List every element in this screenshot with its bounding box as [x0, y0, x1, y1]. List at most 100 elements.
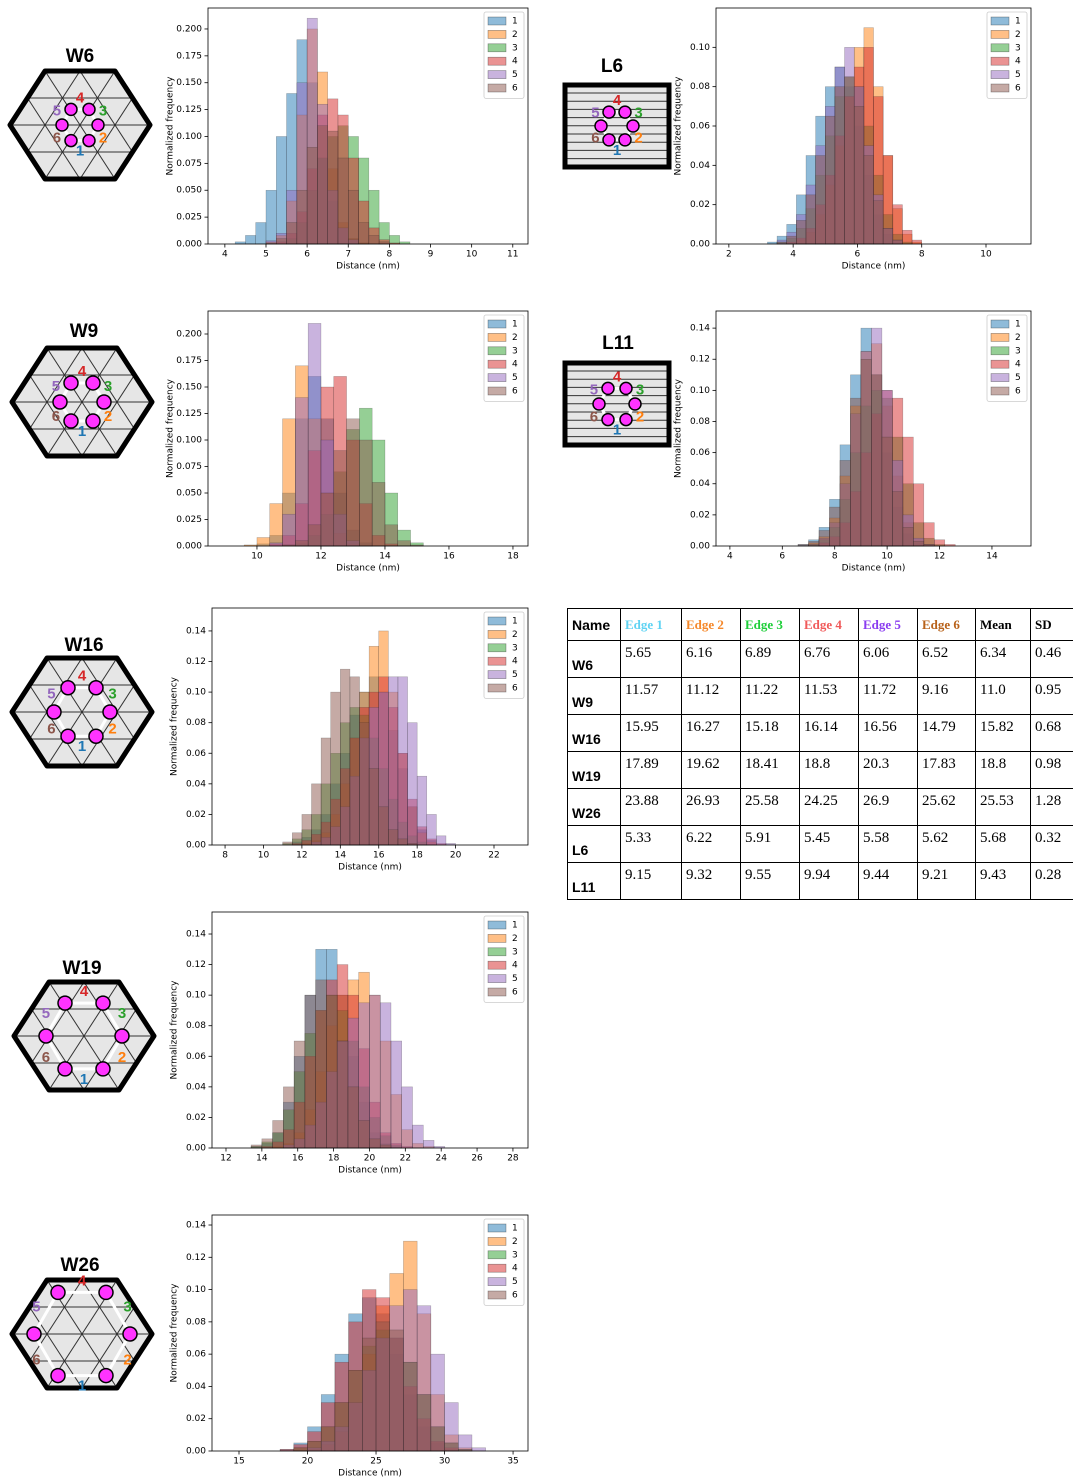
lattice-border: [562, 360, 672, 448]
edge-number: 2: [634, 129, 642, 146]
value-cell: 0.46: [1030, 640, 1073, 678]
hist-bar: [276, 136, 287, 245]
y-tick-label: 0.075: [176, 462, 202, 472]
hist-bar: [825, 115, 836, 245]
hist-bar: [853, 106, 865, 245]
hist-bar: [330, 691, 341, 846]
value-cell: 11.0: [975, 677, 1031, 715]
hist-bar: [358, 1120, 370, 1149]
edge-number: 2: [104, 408, 112, 425]
particle: [50, 1284, 66, 1301]
y-tick-label: 0.125: [176, 409, 202, 419]
edge-number: 1: [78, 423, 86, 440]
y-tick-label: 0.10: [186, 991, 206, 1001]
value-cell: 9.15: [620, 862, 682, 900]
hist-bar: [379, 1002, 392, 1149]
legend-swatch: [487, 1263, 507, 1273]
legend-swatch: [487, 1250, 507, 1260]
hist-bar: [293, 1447, 308, 1452]
x-tick-label: 15: [233, 1457, 244, 1467]
hist-bar: [407, 722, 418, 846]
legend-swatch: [487, 319, 507, 329]
y-tick-label: 0.00: [186, 1447, 206, 1457]
value-cell: 9.44: [858, 862, 918, 900]
hist-bar: [282, 841, 293, 846]
legend-swatch: [487, 1237, 507, 1246]
x-tick-label: 8: [387, 250, 393, 260]
edge-number: 1: [613, 142, 621, 159]
hist-bar: [384, 524, 399, 547]
y-tick-label: 0.14: [186, 1221, 206, 1231]
legend-swatch: [487, 987, 507, 997]
hist-bar: [844, 76, 855, 245]
particle: [98, 1367, 114, 1384]
hist-bar: [388, 829, 399, 846]
legend-swatch: [487, 656, 507, 666]
x-tick-label: 8: [222, 851, 228, 861]
edge-number: 3: [636, 382, 644, 399]
summary-table: Name Edge 1 Edge 2 Edge 3 Edge 4 Edge 5 Edge 6…: [567, 608, 1073, 900]
x-tick-label: 18: [507, 552, 519, 562]
y-tick-label: 0.000: [176, 240, 202, 250]
y-axis-label: Normalized frequency: [170, 1283, 180, 1383]
diagram: W16 1 2 3 4 5 6: [9, 635, 155, 769]
legend-swatch: [487, 1290, 507, 1300]
value-cell: 9.32: [681, 862, 741, 900]
header-cell: Mean: [975, 608, 1031, 641]
particle: [95, 1061, 111, 1077]
y-tick-label: 0.150: [176, 383, 202, 393]
particle: [601, 381, 615, 396]
value-cell: 5.91: [740, 825, 800, 863]
header-cell: Name: [567, 608, 621, 641]
x-tick-label: 12: [934, 552, 945, 562]
x-tick-label: 16: [373, 851, 385, 861]
x-tick-label: 4: [727, 552, 733, 562]
legend-swatch: [990, 373, 1010, 382]
y-tick-label: 0.12: [186, 657, 206, 667]
diagram-title: W16: [64, 635, 103, 656]
value-cell: 6.76: [799, 640, 859, 678]
value-cell: 11.57: [620, 677, 682, 715]
value-cell: 11.72: [858, 677, 918, 715]
particle: [64, 102, 78, 117]
value-cell: 16.27: [681, 714, 741, 752]
legend-swatch: [487, 643, 507, 653]
edge-number: 5: [42, 1005, 50, 1022]
header-cell: Edge 6: [917, 608, 976, 641]
particle: [602, 133, 616, 147]
y-tick-label: 0.04: [186, 1382, 206, 1392]
edge-number: 6: [591, 129, 599, 146]
value-cell: 25.58: [740, 788, 800, 826]
particle: [60, 728, 76, 744]
hist-bar: [471, 1447, 486, 1452]
value-cell: 25.62: [917, 788, 976, 826]
header-row: Name Edge 1 Edge 2 Edge 3 Edge 4 Edge 5 Edge 6…: [567, 608, 1073, 641]
y-tick-label: 0.150: [176, 78, 202, 88]
hist-bar: [340, 668, 351, 846]
hex-border: [7, 68, 153, 182]
particle: [52, 394, 68, 410]
y-tick-label: 0.04: [186, 779, 206, 789]
value-cell: 18.8: [799, 751, 859, 789]
y-tick-label: 0.02: [186, 810, 206, 820]
legend-swatch: [487, 16, 507, 26]
edge-number: 4: [78, 668, 87, 685]
value-cell: 18.8: [975, 751, 1031, 789]
hist-bar: [913, 541, 925, 547]
edge-number: 1: [76, 143, 84, 160]
legend-swatch: [487, 70, 507, 79]
x-tick-label: 22: [488, 851, 499, 861]
edge-number: 1: [78, 1378, 86, 1395]
diagram-title: W19: [62, 958, 101, 979]
hist-bar: [436, 835, 447, 846]
legend-swatch: [487, 373, 507, 382]
legend-swatch: [487, 346, 507, 356]
legend-swatch: [487, 333, 507, 342]
legend-swatch: [487, 83, 507, 93]
x-tick-label: 12: [220, 1154, 231, 1164]
particle: [26, 1326, 42, 1342]
value-cell: 11.22: [740, 677, 800, 715]
legend-swatch: [487, 670, 507, 679]
x-tick-label: 2: [726, 250, 732, 260]
